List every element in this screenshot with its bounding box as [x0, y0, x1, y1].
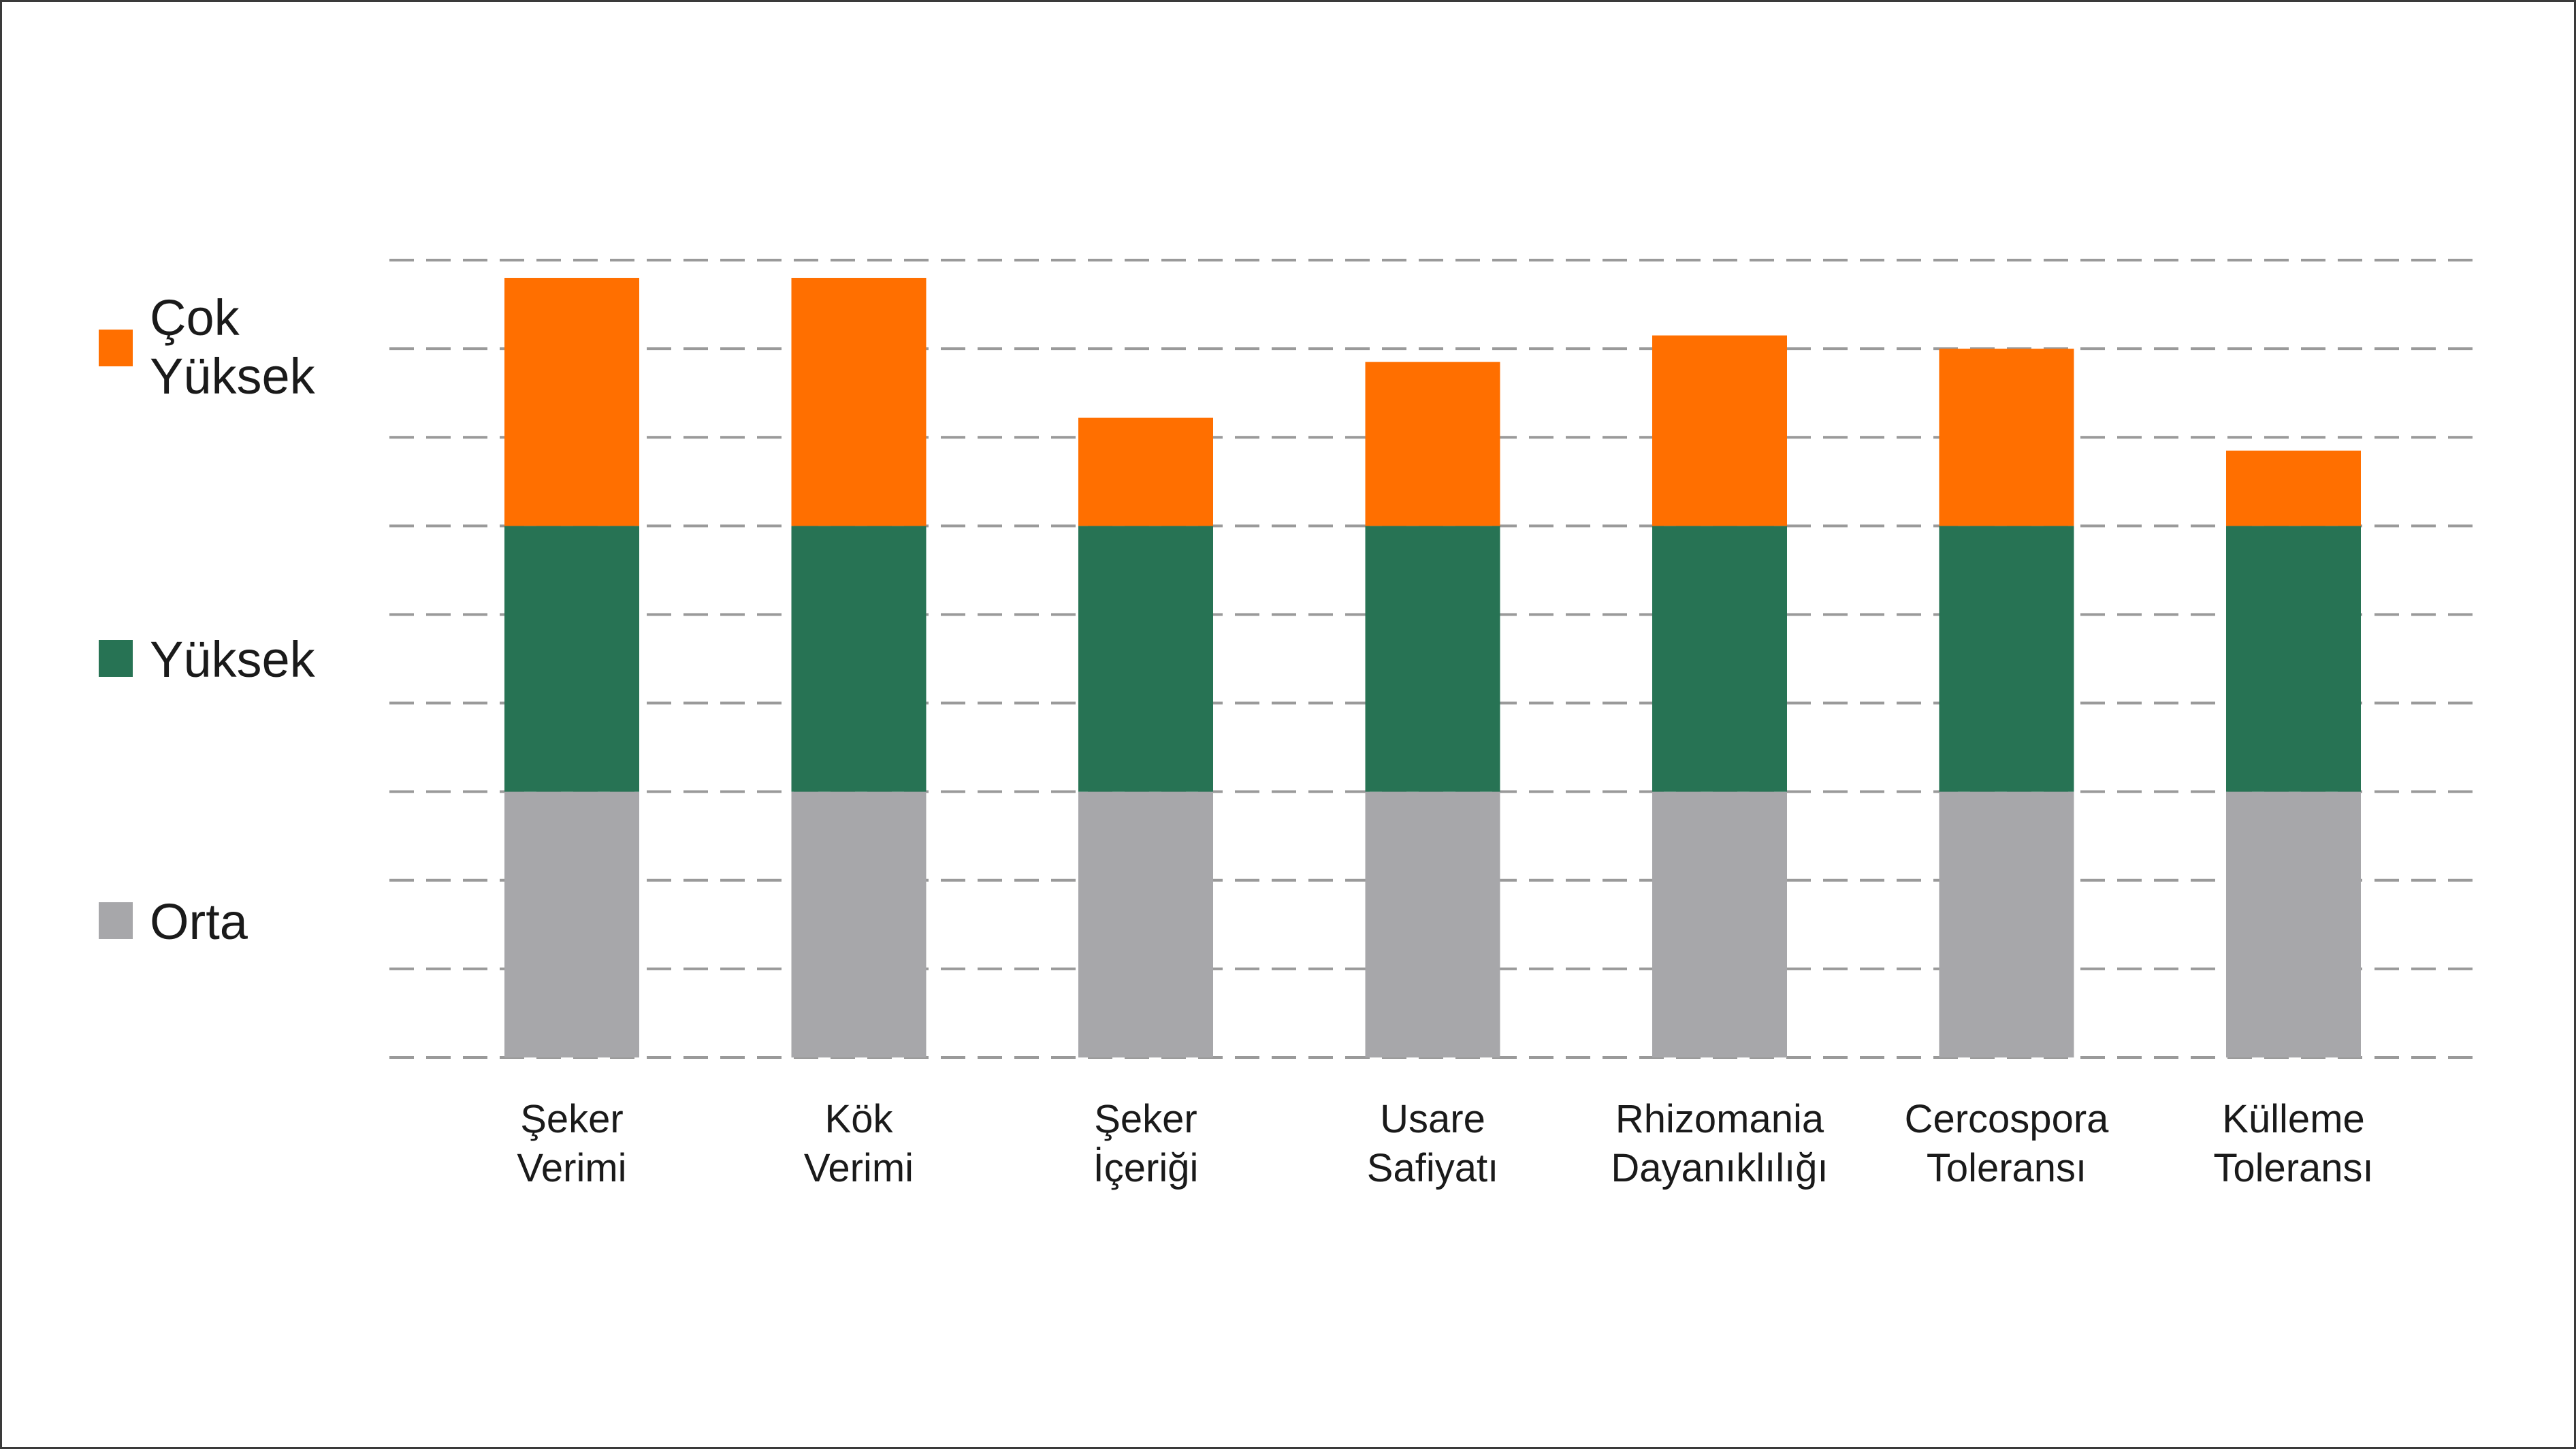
bar-segment-orta-2 [791, 791, 927, 1057]
x-tick-label: Dayanıklılığı [1611, 1146, 1828, 1190]
bar-segment-çok-yüksek-4 [1365, 362, 1500, 526]
bar-segment-yüksek-6 [1939, 526, 2074, 792]
bar-segment-yüksek-3 [1078, 526, 1213, 792]
x-tick-label: Cercospora [1905, 1097, 2110, 1141]
x-tick-label: Verimi [517, 1146, 626, 1190]
x-tick-label: İçeriği [1093, 1146, 1199, 1190]
bar-segment-çok-yüksek-7 [2226, 450, 2361, 526]
bar-segment-orta-6 [1939, 791, 2074, 1057]
bar-segment-çok-yüksek-5 [1652, 335, 1787, 526]
bar-segment-çok-yüksek-6 [1939, 349, 2074, 526]
bar-segment-orta-7 [2226, 791, 2361, 1057]
x-tick-label: Şeker [1094, 1097, 1197, 1141]
legend-swatch [99, 640, 133, 677]
x-axis-labels: Şeker Verimi Kök Verimi Şeker İçeriği Usare Saf… [517, 1097, 2373, 1190]
x-tick-label: Kök [825, 1097, 894, 1141]
bar-segment-çok-yüksek-1 [504, 278, 639, 526]
bar-segment-orta-4 [1365, 791, 1500, 1057]
bar-segment-yüksek-7 [2226, 526, 2361, 792]
x-tick-label: Külleme [2222, 1097, 2365, 1141]
legend-label: Yüksek [150, 631, 316, 688]
legend-swatch [99, 902, 133, 939]
bar-segment-yüksek-1 [504, 526, 639, 792]
legend-label: Çok [150, 289, 240, 346]
x-tick-label: Safiyatı [1367, 1146, 1498, 1190]
x-tick-label: Toleransı [1927, 1146, 2087, 1190]
bar-segment-orta-5 [1652, 791, 1787, 1057]
x-tick-label: Rhizomania [1615, 1097, 1824, 1141]
bars [504, 278, 2361, 1057]
gridlines [389, 259, 2478, 1059]
x-tick-label: Usare [1380, 1097, 1485, 1141]
bar-segment-çok-yüksek-2 [791, 278, 927, 526]
x-tick-label: Şeker [520, 1097, 624, 1141]
bar-segment-yüksek-5 [1652, 526, 1787, 792]
legend-label: Yüksek [150, 348, 316, 404]
bar-segment-orta-3 [1078, 791, 1213, 1057]
bar-segment-yüksek-4 [1365, 526, 1500, 792]
legend-label: Orta [150, 893, 248, 950]
x-tick-label: Verimi [804, 1146, 914, 1190]
bar-segment-yüksek-2 [791, 526, 927, 792]
bar-segment-orta-1 [504, 791, 639, 1057]
legend-swatch [99, 330, 133, 366]
x-tick-label: Toleransı [2213, 1146, 2373, 1190]
bar-segment-çok-yüksek-3 [1078, 417, 1213, 526]
